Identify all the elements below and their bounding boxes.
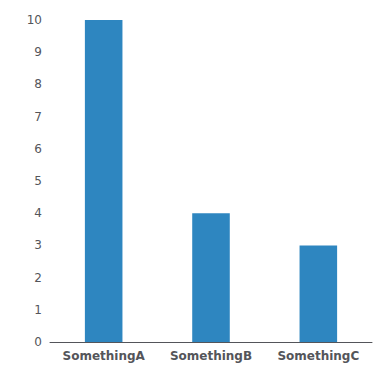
svg-text:6: 6	[34, 142, 42, 156]
svg-text:7: 7	[34, 110, 42, 124]
svg-text:0: 0	[34, 335, 42, 349]
svg-text:5: 5	[34, 174, 42, 188]
svg-text:SomethingA: SomethingA	[62, 349, 145, 363]
svg-text:SomethingC: SomethingC	[277, 349, 359, 363]
svg-text:SomethingB: SomethingB	[170, 349, 252, 363]
svg-text:4: 4	[34, 206, 42, 220]
svg-text:8: 8	[34, 77, 42, 91]
svg-text:10: 10	[27, 13, 42, 27]
svg-text:9: 9	[34, 45, 42, 59]
svg-text:2: 2	[34, 271, 42, 285]
svg-text:3: 3	[34, 238, 42, 252]
svg-text:1: 1	[34, 303, 42, 317]
